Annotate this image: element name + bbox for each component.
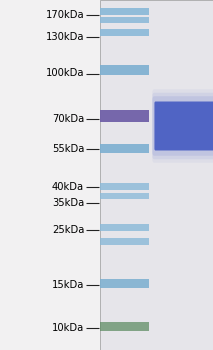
Bar xyxy=(100,17,149,23)
Bar xyxy=(100,322,149,330)
Text: 100kDa: 100kDa xyxy=(46,69,84,78)
Bar xyxy=(100,183,149,190)
Bar xyxy=(100,110,149,122)
Text: 70kDa: 70kDa xyxy=(52,114,84,124)
Bar xyxy=(100,8,149,15)
Text: 55kDa: 55kDa xyxy=(52,144,84,154)
Bar xyxy=(100,238,149,245)
Bar xyxy=(100,193,149,199)
Bar xyxy=(100,65,149,75)
Text: 40kDa: 40kDa xyxy=(52,182,84,192)
FancyBboxPatch shape xyxy=(154,102,213,150)
Text: 15kDa: 15kDa xyxy=(52,280,84,290)
Text: 130kDa: 130kDa xyxy=(46,32,84,42)
FancyBboxPatch shape xyxy=(152,89,213,163)
FancyBboxPatch shape xyxy=(152,96,213,156)
Text: 170kDa: 170kDa xyxy=(46,10,84,20)
FancyBboxPatch shape xyxy=(152,93,213,159)
Bar xyxy=(100,29,149,36)
Text: 25kDa: 25kDa xyxy=(52,225,84,235)
Bar xyxy=(100,224,149,231)
Text: 35kDa: 35kDa xyxy=(52,198,84,208)
Bar xyxy=(100,0,213,350)
Text: 10kDa: 10kDa xyxy=(52,323,84,333)
Bar xyxy=(100,279,149,288)
Bar xyxy=(100,144,149,153)
